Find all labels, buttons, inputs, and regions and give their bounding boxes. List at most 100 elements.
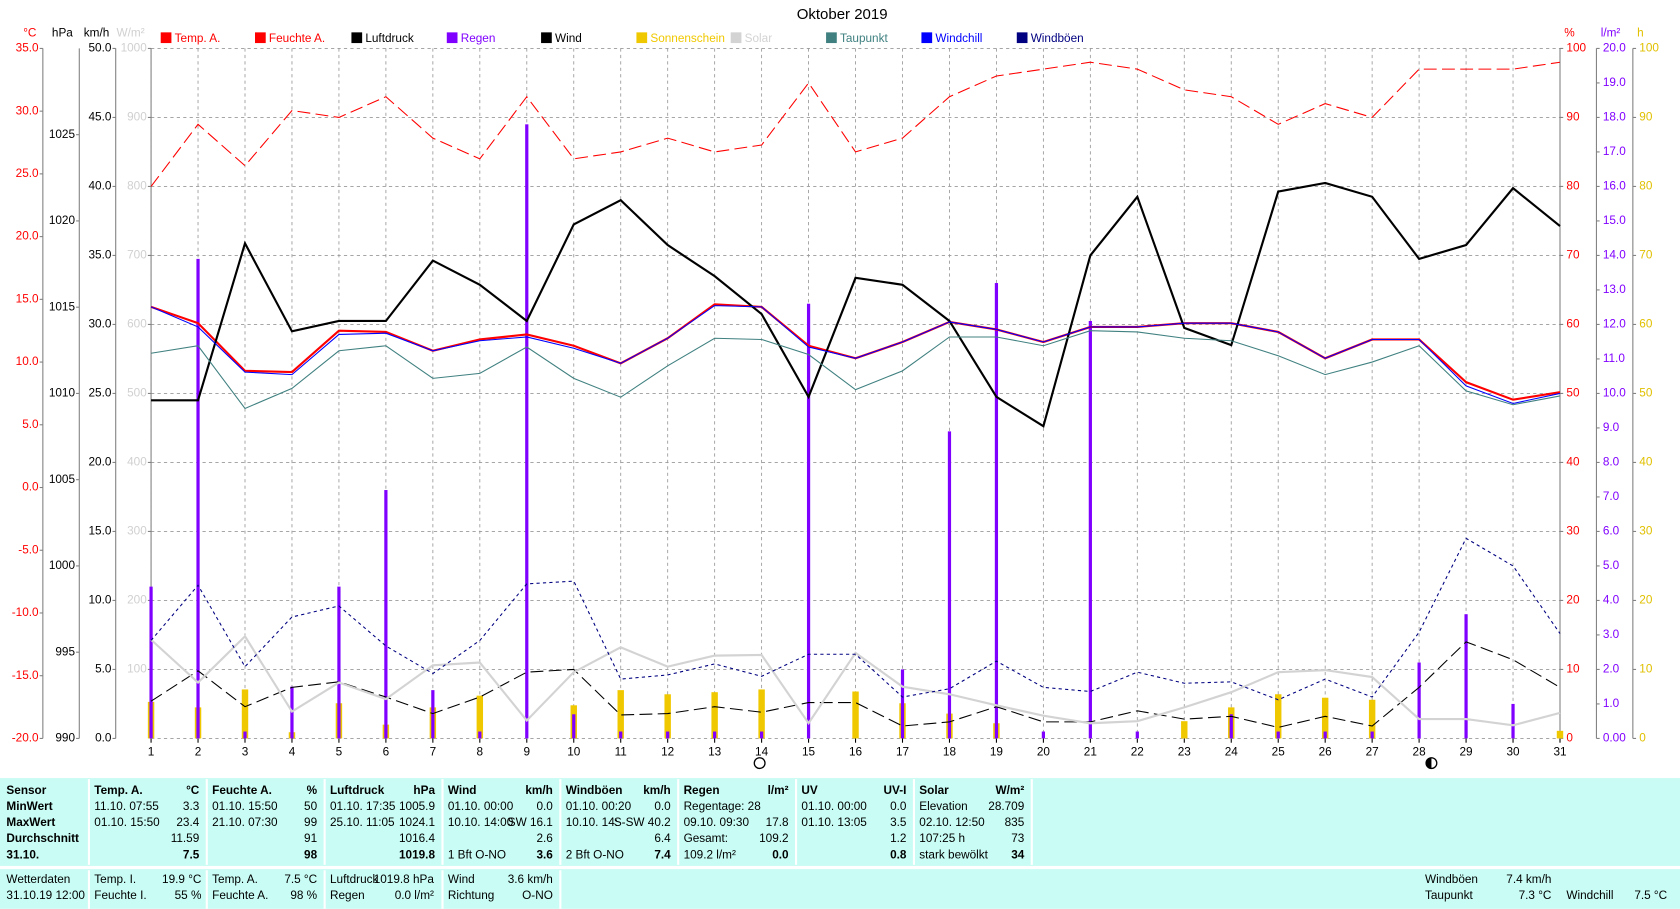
bar [1368,699,1376,739]
legend-swatch [636,32,648,44]
stats-group-unit: km/h [525,784,552,797]
x-tick-label: 24 [1225,745,1239,758]
current-panel [0,869,1680,909]
y-tick-label: 0.0 [95,732,112,745]
y-tick-label: 0 [1566,732,1573,745]
y-tick-label: 80 [1566,180,1580,193]
y-tick-label: 30 [1566,525,1580,538]
bar [806,303,811,739]
y-tick-label: 90 [1639,111,1653,124]
stats-cell-value: 7.5 [183,848,200,861]
bar [713,731,717,739]
series-line [150,330,1561,410]
y-tick-label: 9.0 [1603,421,1620,434]
bar [243,731,247,739]
stats-cell-value: 0.0 [890,800,907,813]
stats-cell-label: Elevation [919,800,967,813]
y-tick-label: 600 [127,318,147,331]
stats-cell-value: 835 [1005,816,1025,829]
stats-cell-label: 01.10. 00:00 [801,800,867,813]
current-label: Feuchte I. [94,889,146,902]
bar [241,689,249,739]
bar [1417,662,1421,739]
x-tick-label: 12 [661,745,674,758]
stats-cell-label: 107:25 h [919,832,965,845]
current-label: 31.10.19 12:00 [6,889,85,902]
bar [478,731,482,739]
y-tick-label: 400 [127,456,147,469]
stats-cell-value: 3.5 [890,816,907,829]
current-label: Wind [448,873,475,886]
y-tick-label: 12.0 [1603,318,1626,331]
y-tick-label: 5.0 [1603,559,1620,572]
y-tick-label: 1010 [49,387,76,400]
stats-cell-value: SW 16.1 [508,816,553,829]
y-tick-label: 3.0 [1603,628,1620,641]
y-tick-label: 60 [1639,318,1653,331]
stats-cell-value: 7.4 [654,848,671,861]
current-value: 7.5 °C [284,873,317,886]
bar [476,695,484,739]
stats-cell-label: 25.10. 11:05 [330,816,395,829]
current-value: 55 % [175,889,202,902]
bar [900,669,905,739]
y-tick-label: 15.0 [1603,214,1626,227]
legend-label: Windböen [1031,32,1084,45]
y-tick-label: 20.0 [89,456,112,469]
axis-unit-label: W/m² [117,27,145,40]
stats-cell-value: 6.4 [654,832,671,845]
y-tick-label: 6.0 [1603,525,1620,538]
stats-cell-label: 01.10. 00:20 [566,800,632,813]
legend-swatch [730,32,742,44]
stats-cell-label: 10.10. 14:00 [448,816,514,829]
stats-row-label: Sensor [6,784,46,797]
current-value: 98 % [290,889,317,902]
y-tick-label: 100 [1566,42,1586,55]
axis-unit-label: l/m² [1601,27,1621,40]
axis-unit-label: % [1564,27,1575,40]
stats-group-unit: °C [186,784,200,797]
stats-group-unit: % [307,784,318,797]
y-tick-label: 30 [1639,525,1653,538]
stats-cell-label: Regentage: 28 [684,800,762,813]
legend-swatch [1016,32,1028,44]
x-tick-label: 11 [615,745,627,758]
current-value: 19.9 °C [162,873,202,886]
axis-unit-label: °C [23,27,37,40]
stats-cell-value: 0.0 [536,800,553,813]
y-tick-label: 0 [1639,732,1646,745]
bar [525,124,529,739]
x-tick-label: 23 [1178,745,1192,758]
stats-cell-label: 11.10. 07:55 [94,800,159,813]
stats-group-title: Windböen [566,784,623,797]
y-tick-label: 15.0 [16,292,39,305]
y-tick-label: 30.0 [89,318,112,331]
bar [852,691,859,739]
y-tick-label: 200 [127,594,147,607]
stats-group-unit: km/h [643,784,670,797]
x-tick-label: 8 [477,745,484,758]
stats-cell-value: S-SW 40.2 [614,816,671,829]
stats-cell-label: 109.2 l/m² [684,848,736,861]
series-line [150,61,1561,187]
y-tick-label: 70 [1566,249,1580,262]
y-tick-label: 1005 [49,473,76,486]
y-tick-label: 35.0 [89,249,112,262]
bar [1464,614,1468,739]
bar [664,694,671,739]
stats-cell-value: 50 [304,800,318,813]
y-tick-label: 19.0 [1603,76,1626,89]
x-tick-label: 25 [1272,745,1286,758]
stats-cell-value: 2.6 [536,832,553,845]
y-tick-label: 45.0 [89,111,112,124]
y-tick-label: 700 [127,249,147,262]
bar [431,690,435,739]
series-line [151,181,1561,428]
legend-label: Windchill [935,32,982,45]
bar [1088,320,1092,739]
x-tick-label: 1 [148,745,155,758]
current-label: Windböen [1425,873,1478,886]
stats-cell-label: 2 Bft O-NO [566,848,624,861]
